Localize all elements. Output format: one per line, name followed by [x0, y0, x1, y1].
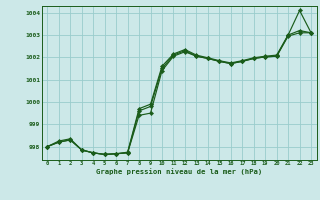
X-axis label: Graphe pression niveau de la mer (hPa): Graphe pression niveau de la mer (hPa)	[96, 168, 262, 175]
